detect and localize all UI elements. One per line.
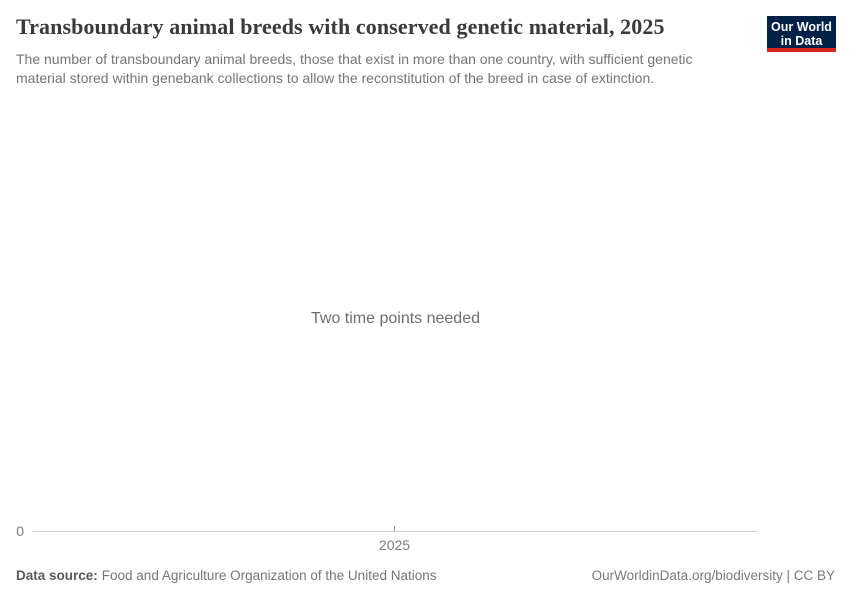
empty-state-message: Two time points needed	[311, 310, 480, 327]
owid-logo-line1: Our World	[771, 20, 832, 34]
data-source-line: Data source: Food and Agriculture Organiz…	[16, 568, 436, 584]
data-source-value: Food and Agriculture Organization of the…	[101, 568, 437, 583]
owid-logo-line2: in Data	[780, 34, 823, 48]
x-axis-line	[33, 531, 758, 532]
x-axis-tick	[394, 526, 395, 531]
x-axis-tick-label: 2025	[378, 537, 411, 553]
chart-subtitle-line: The number of transboundary animal breed…	[16, 51, 693, 67]
credit-link[interactable]: OurWorldinData.org/biodiversity | CC BY	[591, 568, 835, 583]
data-source-label: Data source:	[16, 568, 98, 583]
chart-subtitle-line: material stored within genebank collecti…	[16, 70, 655, 86]
chart-footer: Data source: Food and Agriculture Organiz…	[16, 568, 835, 584]
y-axis-zero-label: 0	[16, 523, 24, 539]
chart-title: Transboundary animal breeds with conserv…	[16, 14, 665, 39]
chart-subtitle: The number of transboundary animal breed…	[16, 50, 693, 88]
owid-logo[interactable]: Our World in Data	[767, 16, 836, 52]
